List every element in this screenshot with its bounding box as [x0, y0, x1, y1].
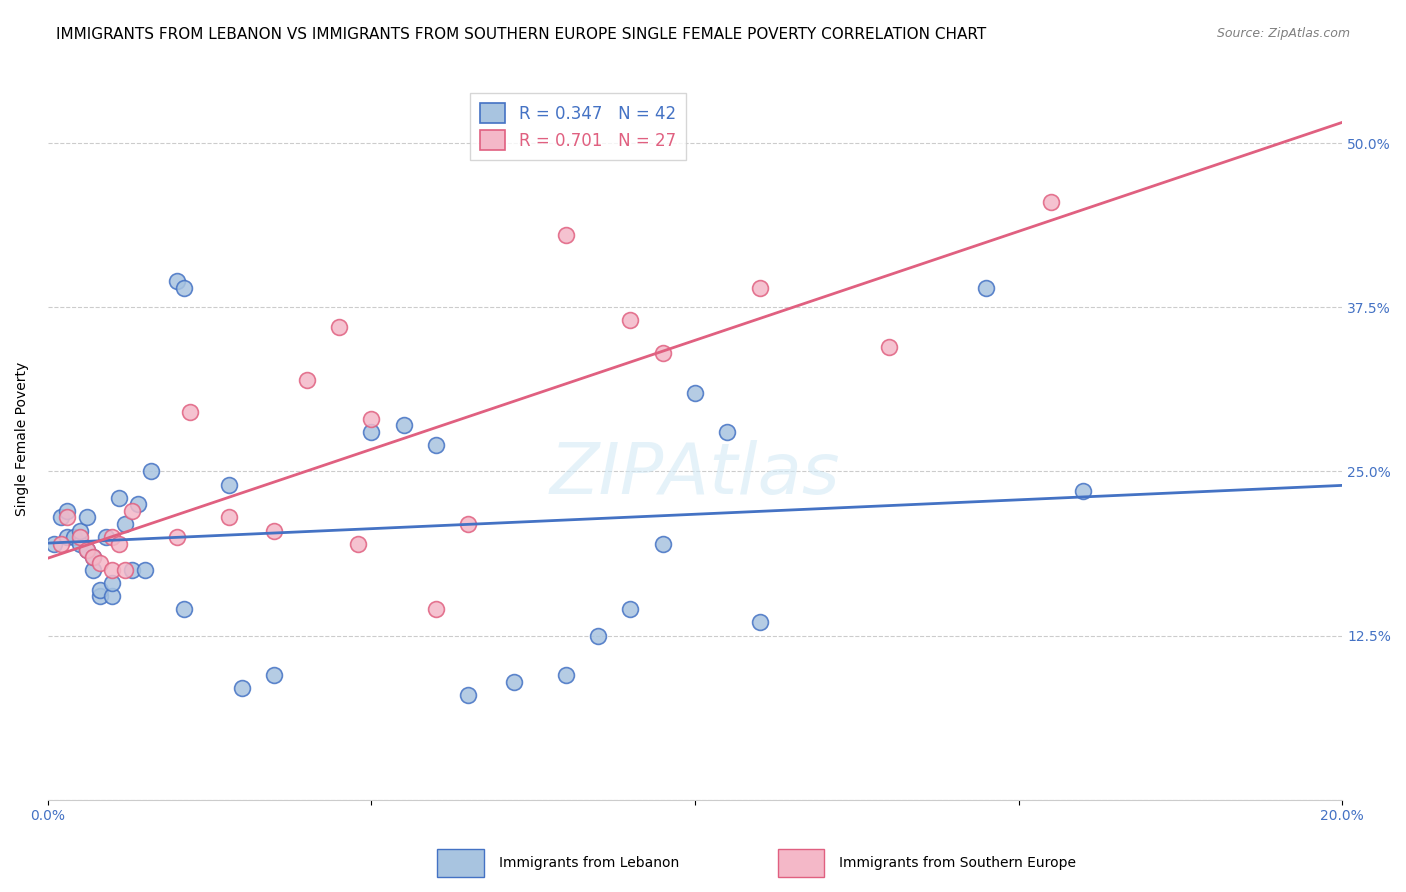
Point	[554, 227, 576, 242]
Point	[114, 516, 136, 531]
Point	[56, 510, 79, 524]
Point	[619, 313, 641, 327]
Point	[94, 530, 117, 544]
Point	[121, 504, 143, 518]
Point	[62, 530, 84, 544]
Point	[748, 280, 770, 294]
Point	[683, 385, 706, 400]
Point	[101, 576, 124, 591]
FancyBboxPatch shape	[437, 849, 484, 877]
Point	[56, 530, 79, 544]
Point	[141, 465, 163, 479]
Text: ZIPAtlas: ZIPAtlas	[550, 441, 841, 509]
Point	[127, 497, 149, 511]
Point	[457, 688, 479, 702]
Point	[166, 274, 188, 288]
Point	[49, 510, 72, 524]
Point	[619, 602, 641, 616]
Point	[360, 425, 382, 439]
Point	[457, 516, 479, 531]
Point	[49, 536, 72, 550]
Point	[218, 477, 240, 491]
Text: Immigrants from Southern Europe: Immigrants from Southern Europe	[839, 856, 1077, 870]
Point	[101, 563, 124, 577]
Point	[425, 602, 447, 616]
Point	[218, 510, 240, 524]
Point	[263, 668, 285, 682]
Text: Immigrants from Lebanon: Immigrants from Lebanon	[499, 856, 679, 870]
Point	[502, 674, 524, 689]
Point	[134, 563, 156, 577]
Point	[101, 589, 124, 603]
Point	[295, 372, 318, 386]
Text: IMMIGRANTS FROM LEBANON VS IMMIGRANTS FROM SOUTHERN EUROPE SINGLE FEMALE POVERTY: IMMIGRANTS FROM LEBANON VS IMMIGRANTS FR…	[56, 27, 987, 42]
Point	[1040, 195, 1063, 210]
Point	[69, 524, 91, 538]
Point	[89, 589, 111, 603]
Point	[179, 405, 201, 419]
Point	[554, 668, 576, 682]
Point	[263, 524, 285, 538]
Point	[101, 530, 124, 544]
Point	[76, 510, 98, 524]
Point	[173, 280, 195, 294]
Point	[108, 491, 131, 505]
Point	[76, 543, 98, 558]
Point	[651, 536, 673, 550]
Text: Source: ZipAtlas.com: Source: ZipAtlas.com	[1216, 27, 1350, 40]
Point	[82, 563, 104, 577]
Point	[82, 549, 104, 564]
Point	[716, 425, 738, 439]
Point	[231, 681, 253, 695]
Legend: R = 0.347   N = 42, R = 0.701   N = 27: R = 0.347 N = 42, R = 0.701 N = 27	[471, 93, 686, 161]
Point	[748, 615, 770, 630]
Point	[586, 629, 609, 643]
Point	[121, 563, 143, 577]
Point	[108, 536, 131, 550]
Point	[425, 438, 447, 452]
Point	[82, 549, 104, 564]
Point	[974, 280, 997, 294]
Point	[76, 543, 98, 558]
Point	[44, 536, 66, 550]
Point	[166, 530, 188, 544]
Point	[877, 340, 900, 354]
Point	[392, 418, 415, 433]
Point	[89, 557, 111, 571]
Y-axis label: Single Female Poverty: Single Female Poverty	[15, 361, 30, 516]
Point	[89, 582, 111, 597]
Point	[56, 504, 79, 518]
FancyBboxPatch shape	[778, 849, 824, 877]
Point	[173, 602, 195, 616]
Point	[69, 530, 91, 544]
Point	[328, 320, 350, 334]
Point	[347, 536, 370, 550]
Point	[69, 536, 91, 550]
Point	[651, 346, 673, 360]
Point	[1073, 484, 1095, 499]
Point	[114, 563, 136, 577]
Point	[360, 412, 382, 426]
